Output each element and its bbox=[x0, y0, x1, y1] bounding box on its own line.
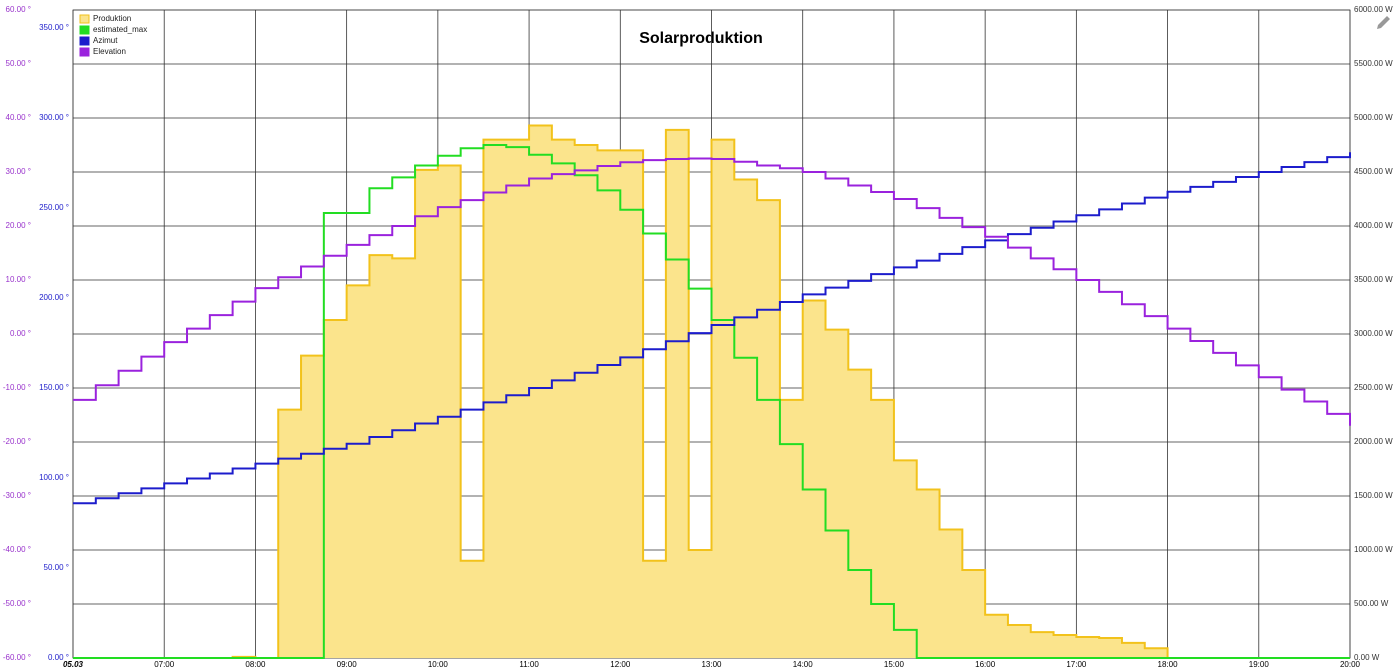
legend-label: Elevation bbox=[93, 47, 126, 56]
x-tick-label: 08:00 bbox=[245, 660, 266, 669]
y3-tick-label: 300.00 ° bbox=[39, 113, 69, 122]
y3-tick-label: 100.00 ° bbox=[39, 473, 69, 482]
y3-tick-label: 250.00 ° bbox=[39, 203, 69, 212]
y-tick-label: 1500.00 W bbox=[1354, 491, 1393, 500]
x-tick-label: 07:00 bbox=[154, 660, 175, 669]
y2-tick-label: -20.00 ° bbox=[3, 437, 31, 446]
y2-tick-label: 10.00 ° bbox=[6, 275, 31, 284]
edit-icon[interactable] bbox=[1377, 16, 1390, 29]
y-tick-label: 4000.00 W bbox=[1354, 221, 1393, 230]
y2-tick-label: 20.00 ° bbox=[6, 221, 31, 230]
x-tick-label: 16:00 bbox=[975, 660, 996, 669]
legend-swatch bbox=[79, 14, 90, 24]
x-tick-label: 15:00 bbox=[884, 660, 905, 669]
y-tick-label: 5500.00 W bbox=[1354, 59, 1393, 68]
y-tick-label: 3000.00 W bbox=[1354, 329, 1393, 338]
y2-tick-label: -60.00 ° bbox=[3, 653, 31, 662]
y2-tick-label: 50.00 ° bbox=[6, 59, 31, 68]
legend-swatch bbox=[79, 25, 90, 35]
x-tick-label: 05.03 bbox=[63, 660, 84, 669]
legend-label: Produktion bbox=[93, 14, 131, 23]
x-tick-label: 09:00 bbox=[337, 660, 358, 669]
x-tick-label: 13:00 bbox=[701, 660, 722, 669]
y3-tick-label: 50.00 ° bbox=[44, 563, 69, 572]
y-tick-label: 6000.00 W bbox=[1354, 5, 1393, 14]
y2-tick-label: -50.00 ° bbox=[3, 599, 31, 608]
legend-label: Azimut bbox=[93, 36, 118, 45]
x-tick-label: 18:00 bbox=[1158, 660, 1179, 669]
x-tick-label: 20:00 bbox=[1340, 660, 1361, 669]
x-tick-label: 19:00 bbox=[1249, 660, 1270, 669]
line bbox=[73, 157, 1351, 426]
y3-tick-label: 200.00 ° bbox=[39, 293, 69, 302]
y2-tick-label: -10.00 ° bbox=[3, 383, 31, 392]
y2-tick-label: 40.00 ° bbox=[6, 113, 31, 122]
y2-tick-label: -30.00 ° bbox=[3, 491, 31, 500]
x-tick-label: 11:00 bbox=[519, 660, 539, 669]
y2-tick-label: 0.00 ° bbox=[10, 329, 31, 338]
legend-label: estimated_max bbox=[93, 25, 147, 34]
y-tick-label: 2000.00 W bbox=[1354, 437, 1393, 446]
x-tick-label: 12:00 bbox=[610, 660, 631, 669]
y-tick-label: 5000.00 W bbox=[1354, 113, 1393, 122]
y2-tick-label: -40.00 ° bbox=[3, 545, 31, 554]
y-tick-label: 0.00 W bbox=[1354, 653, 1380, 662]
legend-swatch bbox=[79, 36, 90, 46]
y2-tick-label: 30.00 ° bbox=[6, 167, 31, 176]
x-tick-label: 17:00 bbox=[1066, 660, 1087, 669]
y-tick-label: 4500.00 W bbox=[1354, 167, 1393, 176]
chart-title: Solarproduktion bbox=[639, 30, 763, 47]
y3-tick-label: 0.00 ° bbox=[48, 653, 69, 662]
y3-tick-label: 350.00 ° bbox=[39, 23, 69, 32]
line bbox=[73, 144, 1350, 659]
line bbox=[73, 152, 1351, 505]
legend-swatch bbox=[79, 47, 90, 57]
y-tick-label: 3500.00 W bbox=[1354, 275, 1393, 284]
y2-tick-label: 60.00 ° bbox=[6, 5, 31, 14]
y3-tick-label: 150.00 ° bbox=[39, 383, 69, 392]
x-tick-label: 14:00 bbox=[793, 660, 814, 669]
y-tick-label: 2500.00 W bbox=[1354, 383, 1393, 392]
y-tick-label: 500.00 W bbox=[1354, 599, 1389, 608]
y-tick-label: 1000.00 W bbox=[1354, 545, 1393, 554]
x-tick-label: 10:00 bbox=[428, 660, 449, 669]
